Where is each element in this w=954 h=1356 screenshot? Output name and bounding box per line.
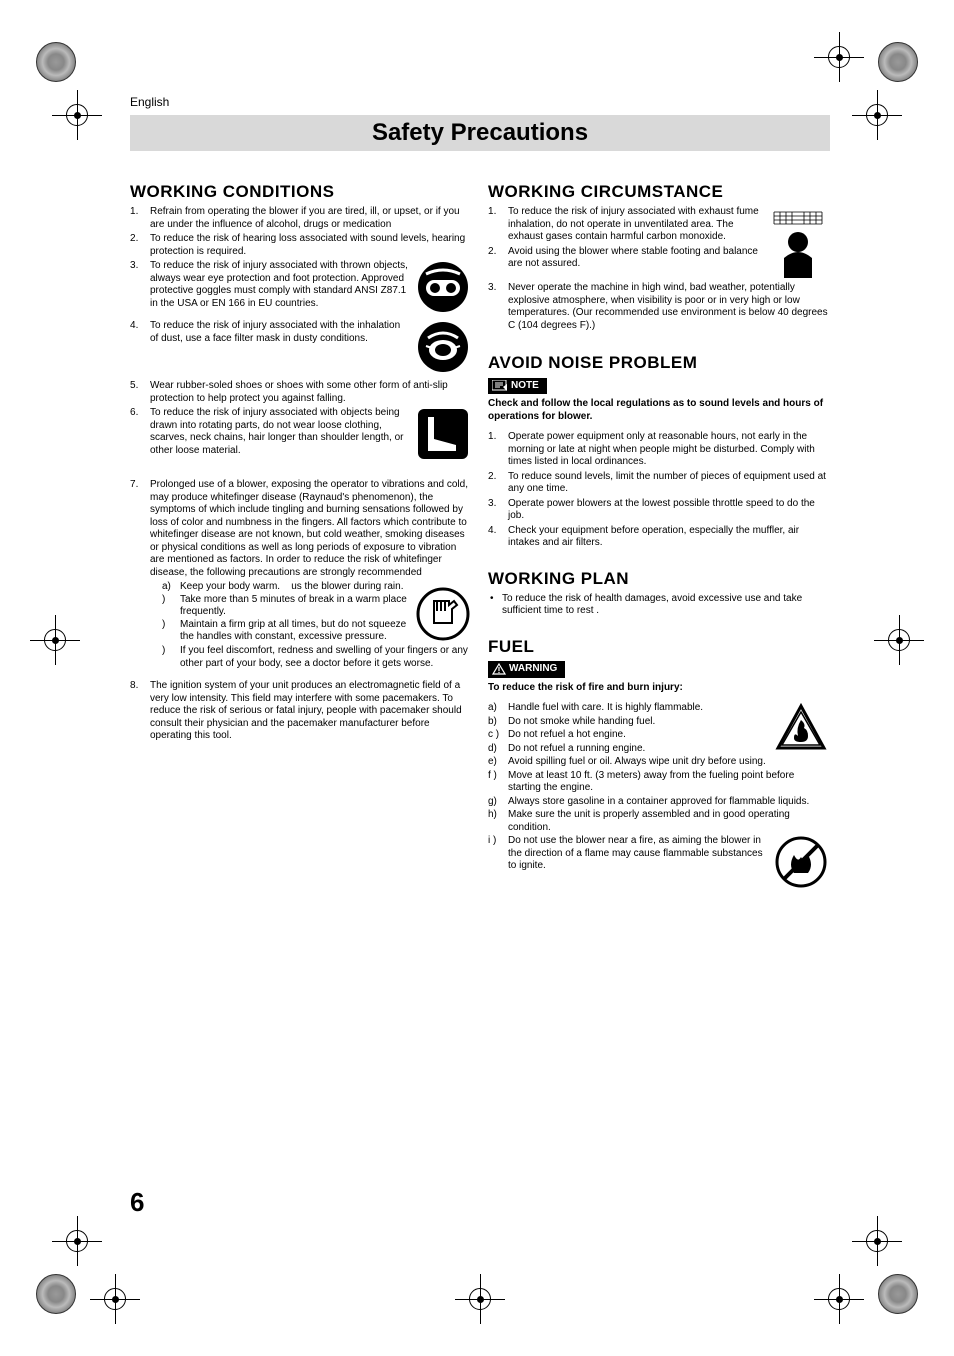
boot-icon [416, 407, 470, 461]
list-item: Prolonged use of a blower, exposing the … [130, 479, 470, 670]
item-text: Do not smoke while handing fuel. [508, 716, 655, 727]
list-item: To reduce the risk of injury associated … [130, 407, 470, 465]
note-badge: NOTE [488, 378, 547, 395]
item-label: h) [488, 809, 506, 822]
list-item: To reduce sound levels, limit the number… [488, 471, 828, 496]
sub-text: If you feel discomfort, redness and swel… [180, 645, 468, 669]
registration-mark [868, 1264, 928, 1324]
list-item: To reduce the risk of injury associated … [130, 260, 470, 318]
list-item: b)Do not smoke while handing fuel. [488, 716, 828, 729]
heading-fuel: FUEL [488, 636, 828, 657]
language-label: English [130, 95, 830, 109]
sub-item: )Take more than 5 minutes of break in a … [150, 594, 470, 619]
sub-text-extra: us the blower during rain. [291, 581, 403, 592]
sub-text: Maintain a firm grip at all times, but d… [180, 619, 406, 643]
list-item: The ignition system of your unit produce… [130, 680, 470, 743]
item-text: Handle fuel with care. It is highly flam… [508, 702, 703, 713]
list-item: f )Move at least 10 ft. (3 meters) away … [488, 770, 828, 795]
cross-mark [52, 90, 102, 140]
sub-item: )If you feel discomfort, redness and swe… [150, 645, 470, 670]
item-label: i ) [488, 835, 506, 848]
item-text: Do not refuel a running engine. [508, 743, 645, 754]
note-label: NOTE [511, 380, 539, 393]
item-label: f ) [488, 770, 506, 783]
note-text: Check and follow the local regulations a… [488, 398, 828, 423]
list-item: Wear rubber-soled shoes or shoes with so… [130, 380, 470, 405]
list-item: g)Always store gasoline in a container a… [488, 796, 828, 809]
item-text: Do not refuel a hot engine. [508, 729, 626, 740]
list-item: To reduce the risk of hearing loss assoc… [130, 233, 470, 258]
list-item: Avoid using the blower where stable foot… [488, 246, 828, 271]
list-item: To reduce the risk of health damages, av… [488, 593, 828, 618]
cross-mark [814, 1274, 864, 1324]
list-item: Operate power blowers at the lowest poss… [488, 498, 828, 523]
list-item: To reduce the risk of injury associated … [130, 320, 470, 378]
item-label: c ) [488, 729, 506, 742]
list-item: d)Do not refuel a running engine. [488, 743, 828, 756]
item-text: Make sure the unit is properly assembled… [508, 809, 790, 833]
goggles-icon [416, 260, 470, 314]
sub-item: a)Keep your body warm. us the blower dur… [150, 581, 470, 594]
item-label: e) [488, 756, 506, 769]
heading-working-circumstance: WORKING CIRCUMSTANCE [488, 181, 828, 202]
cross-mark [852, 1216, 902, 1266]
cross-mark [455, 1274, 505, 1324]
cross-mark [852, 90, 902, 140]
fuel-list: a)Handle fuel with care. It is highly fl… [488, 702, 828, 834]
right-column: WORKING CIRCUMSTANCE To reduce the risk … [488, 181, 828, 911]
item-text: Move at least 10 ft. (3 meters) away fro… [508, 770, 794, 794]
list-item: i )Do not use the blower near a fire, as… [488, 835, 828, 873]
list-item: To reduce the risk of injury associated … [488, 206, 828, 244]
cross-mark [30, 615, 80, 665]
cross-mark [874, 615, 924, 665]
plan-list: To reduce the risk of health damages, av… [488, 593, 828, 618]
list-item: Operate power equipment only at reasonab… [488, 431, 828, 469]
item-text: Avoid spilling fuel or oil. Always wipe … [508, 756, 766, 767]
list-item: h)Make sure the unit is properly assembl… [488, 809, 828, 834]
mask-icon [416, 320, 470, 374]
list-item: Never operate the machine in high wind, … [488, 282, 828, 332]
registration-mark [868, 32, 928, 92]
list-text: Prolonged use of a blower, exposing the … [150, 479, 468, 578]
heading-working-conditions: WORKING CONDITIONS [130, 181, 470, 202]
item-label: b) [488, 716, 506, 729]
list-item: Check your equipment before operation, e… [488, 525, 828, 550]
page-number: 6 [130, 1187, 144, 1218]
list-text: To reduce the risk of injury associated … [150, 260, 408, 309]
cross-mark [814, 32, 864, 82]
item-text: Always store gasoline in a container app… [508, 796, 809, 807]
working-conditions-list: Refrain from operating the blower if you… [130, 206, 470, 743]
sub-text: Keep your body warm. [180, 581, 280, 592]
warning-text: To reduce the risk of fire and burn inju… [488, 682, 828, 695]
item-label: g) [488, 796, 506, 809]
heading-noise: AVOID NOISE PROBLEM [488, 352, 828, 373]
list-item: e)Avoid spilling fuel or oil. Always wip… [488, 756, 828, 769]
cross-mark [52, 1216, 102, 1266]
list-text: To reduce the risk of injury associated … [150, 320, 400, 344]
warning-label: WARNING [509, 663, 557, 676]
item-label: d) [488, 743, 506, 756]
cross-mark [90, 1274, 140, 1324]
warning-badge: WARNING [488, 661, 565, 678]
fuel-list-cont: i )Do not use the blower near a fire, as… [488, 835, 828, 873]
noise-list: Operate power equipment only at reasonab… [488, 431, 828, 550]
left-column: WORKING CONDITIONS Refrain from operatin… [130, 181, 470, 911]
sub-text: Take more than 5 minutes of break in a w… [180, 594, 407, 618]
list-item: Refrain from operating the blower if you… [130, 206, 470, 231]
item-text: Do not use the blower near a fire, as ai… [508, 835, 763, 871]
registration-mark [26, 1264, 86, 1324]
list-text: To reduce the risk of injury associated … [150, 407, 403, 456]
page-content: English Safety Precautions WORKING CONDI… [130, 95, 830, 911]
item-label: a) [488, 702, 506, 715]
circumstance-list: To reduce the risk of injury associated … [488, 206, 828, 332]
list-item: c )Do not refuel a hot engine. [488, 729, 828, 742]
registration-mark [26, 32, 86, 92]
sub-item: )Maintain a firm grip at all times, but … [150, 619, 470, 644]
list-text: The ignition system of your unit produce… [150, 680, 462, 741]
heading-plan: WORKING PLAN [488, 568, 828, 589]
page-title: Safety Precautions [130, 115, 830, 151]
list-item: a)Handle fuel with care. It is highly fl… [488, 702, 828, 715]
